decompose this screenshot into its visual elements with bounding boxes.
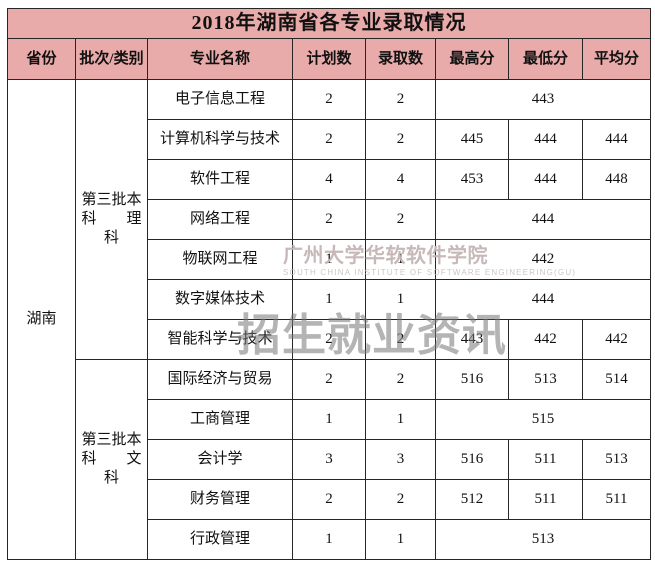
score-merged-cell: 513 <box>435 519 651 560</box>
plan-cell: 1 <box>292 239 366 280</box>
admitted-cell: 2 <box>365 199 436 240</box>
admitted-cell: 1 <box>365 279 436 320</box>
table-row: 数字媒体技术 1 1 444 <box>8 279 651 320</box>
table-row: 财务管理 2 2 512 511 511 <box>8 479 651 520</box>
plan-cell: 2 <box>292 119 366 160</box>
plan-cell: 1 <box>292 519 366 560</box>
major-cell: 会计学 <box>147 439 293 480</box>
table-row: 计算机科学与技术 2 2 445 444 444 <box>8 119 651 160</box>
category-line: 科 <box>103 230 119 246</box>
avg-cell: 511 <box>582 479 651 520</box>
major-cell: 物联网工程 <box>147 239 293 280</box>
plan-cell: 3 <box>292 439 366 480</box>
plan-cell: 2 <box>292 319 366 360</box>
major-cell: 软件工程 <box>147 159 293 200</box>
avg-cell: 448 <box>582 159 651 200</box>
table-row: 网络工程 2 2 444 <box>8 199 651 240</box>
min-cell: 444 <box>508 119 583 160</box>
category-line: 第三批本 <box>81 432 142 448</box>
max-cell: 445 <box>435 119 509 160</box>
category-line: 第三批本 <box>81 192 142 208</box>
avg-cell: 513 <box>582 439 651 480</box>
plan-cell: 1 <box>292 399 366 440</box>
major-cell: 行政管理 <box>147 519 293 560</box>
plan-cell: 4 <box>292 159 366 200</box>
plan-cell: 1 <box>292 279 366 320</box>
major-cell: 电子信息工程 <box>147 79 293 120</box>
category-line: 科 文 <box>81 451 142 467</box>
admitted-cell: 2 <box>365 79 436 120</box>
col-header-province: 省份 <box>7 38 76 80</box>
table-row: 湖南 第三批本 科 理 科 电子信息工程 2 2 443 <box>7 79 651 560</box>
max-cell: 443 <box>435 319 509 360</box>
score-merged-cell: 442 <box>435 239 651 280</box>
admitted-cell: 4 <box>365 159 436 200</box>
col-header-max: 最高分 <box>435 38 509 80</box>
avg-cell: 514 <box>582 359 651 400</box>
col-header-major: 专业名称 <box>147 38 293 80</box>
col-header-avg: 平均分 <box>582 38 651 80</box>
major-cell: 网络工程 <box>147 199 293 240</box>
avg-cell: 444 <box>582 119 651 160</box>
max-cell: 516 <box>435 359 509 400</box>
max-cell: 516 <box>435 439 509 480</box>
min-cell: 442 <box>508 319 583 360</box>
table-row: 智能科学与技术 2 2 443 442 442 <box>8 319 651 360</box>
admitted-cell: 2 <box>365 119 436 160</box>
admitted-cell: 2 <box>365 319 436 360</box>
avg-cell: 442 <box>582 319 651 360</box>
major-cell: 计算机科学与技术 <box>147 119 293 160</box>
header-row: 省份 批次/类别 专业名称 计划数 录取数 最高分 最低分 平均分 <box>7 38 651 80</box>
batch-category-liberal-arts: 第三批本 科 文 科 <box>75 359 148 560</box>
batch-category-science: 第三批本 科 理 科 <box>75 79 148 360</box>
max-cell: 453 <box>435 159 509 200</box>
admitted-cell: 1 <box>365 239 436 280</box>
col-header-plan: 计划数 <box>292 38 366 80</box>
title-row: 2018年湖南省各专业录取情况 <box>7 8 651 39</box>
min-cell: 444 <box>508 159 583 200</box>
major-cell: 工商管理 <box>147 399 293 440</box>
score-merged-cell: 515 <box>435 399 651 440</box>
admission-table: 2018年湖南省各专业录取情况 省份 批次/类别 专业名称 计划数 录取数 最高… <box>7 8 651 560</box>
min-cell: 511 <box>508 479 583 520</box>
max-cell: 512 <box>435 479 509 520</box>
table-row: 第三批本 科 文 科 国际经济与贸易 2 2 516 513 514 <box>8 359 651 560</box>
admitted-cell: 2 <box>365 359 436 400</box>
col-header-batch: 批次/类别 <box>75 38 148 80</box>
category-line: 科 <box>103 470 119 486</box>
admitted-cell: 2 <box>365 479 436 520</box>
plan-cell: 2 <box>292 479 366 520</box>
major-cell: 国际经济与贸易 <box>147 359 293 400</box>
major-cell: 智能科学与技术 <box>147 319 293 360</box>
plan-cell: 2 <box>292 199 366 240</box>
score-merged-cell: 444 <box>435 199 651 240</box>
plan-cell: 2 <box>292 79 366 120</box>
admitted-cell: 1 <box>365 399 436 440</box>
category-line: 科 理 <box>81 211 142 227</box>
score-merged-cell: 444 <box>435 279 651 320</box>
major-cell: 财务管理 <box>147 479 293 520</box>
col-header-min: 最低分 <box>508 38 583 80</box>
major-cell: 数字媒体技术 <box>147 279 293 320</box>
page-title: 2018年湖南省各专业录取情况 <box>7 8 651 39</box>
plan-cell: 2 <box>292 359 366 400</box>
admitted-cell: 3 <box>365 439 436 480</box>
min-cell: 513 <box>508 359 583 400</box>
admitted-cell: 1 <box>365 519 436 560</box>
province-cell: 湖南 <box>7 79 76 560</box>
min-cell: 511 <box>508 439 583 480</box>
table-row: 软件工程 4 4 453 444 448 <box>8 159 651 200</box>
score-merged-cell: 443 <box>435 79 651 120</box>
col-header-admitted: 录取数 <box>365 38 436 80</box>
table-row: 行政管理 1 1 513 <box>8 519 651 560</box>
